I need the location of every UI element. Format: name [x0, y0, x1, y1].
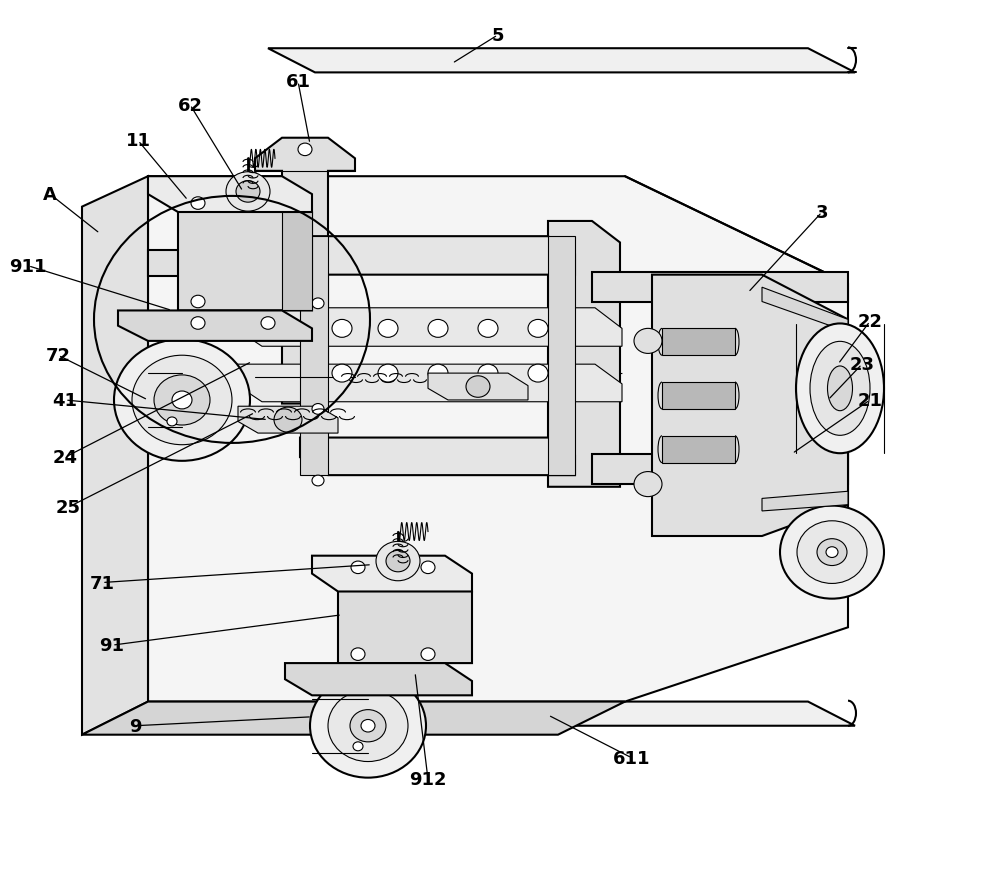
Polygon shape — [300, 438, 575, 476]
Text: 611: 611 — [613, 749, 651, 767]
Ellipse shape — [828, 367, 852, 411]
Circle shape — [312, 299, 324, 309]
Circle shape — [353, 742, 363, 751]
Circle shape — [154, 375, 210, 426]
Polygon shape — [235, 308, 622, 347]
Text: 21: 21 — [858, 392, 883, 409]
Circle shape — [378, 320, 398, 338]
Text: 23: 23 — [850, 356, 874, 374]
Circle shape — [478, 365, 498, 383]
Circle shape — [351, 648, 365, 661]
Text: 72: 72 — [46, 347, 70, 365]
Text: 5: 5 — [492, 27, 504, 45]
Text: 62: 62 — [178, 97, 202, 114]
Circle shape — [817, 539, 847, 566]
Text: 71: 71 — [90, 574, 114, 592]
Circle shape — [528, 365, 548, 383]
Text: 911: 911 — [9, 257, 47, 275]
Circle shape — [172, 392, 192, 409]
Text: 25: 25 — [56, 499, 80, 517]
Polygon shape — [652, 275, 848, 536]
Circle shape — [376, 542, 420, 581]
Circle shape — [350, 710, 386, 742]
Polygon shape — [548, 222, 620, 487]
Polygon shape — [338, 572, 472, 663]
Polygon shape — [548, 237, 575, 476]
Circle shape — [236, 181, 260, 203]
Polygon shape — [255, 139, 355, 404]
Polygon shape — [148, 250, 282, 277]
Circle shape — [191, 296, 205, 308]
Text: 22: 22 — [858, 313, 883, 331]
Text: 11: 11 — [126, 132, 150, 150]
Polygon shape — [300, 237, 328, 476]
Circle shape — [351, 561, 365, 574]
Circle shape — [421, 648, 435, 661]
Polygon shape — [662, 329, 735, 356]
Circle shape — [797, 521, 867, 584]
Circle shape — [634, 329, 662, 354]
Text: A: A — [43, 186, 57, 204]
Polygon shape — [235, 365, 622, 402]
Circle shape — [332, 320, 352, 338]
Polygon shape — [238, 407, 338, 434]
Polygon shape — [592, 454, 848, 485]
Circle shape — [310, 674, 426, 778]
Circle shape — [428, 320, 448, 338]
Polygon shape — [312, 556, 472, 592]
Text: 41: 41 — [52, 392, 78, 409]
Circle shape — [114, 340, 250, 461]
Circle shape — [191, 198, 205, 210]
Polygon shape — [428, 374, 528, 401]
Polygon shape — [268, 49, 855, 73]
Polygon shape — [762, 288, 848, 333]
Circle shape — [274, 408, 302, 433]
Text: 912: 912 — [409, 771, 447, 789]
Text: 91: 91 — [100, 637, 124, 654]
Polygon shape — [762, 492, 848, 511]
Circle shape — [167, 417, 177, 426]
Circle shape — [780, 506, 884, 599]
Text: 3: 3 — [816, 204, 828, 222]
Circle shape — [312, 476, 324, 486]
Circle shape — [826, 547, 838, 558]
Polygon shape — [285, 663, 472, 696]
Circle shape — [386, 551, 410, 572]
Circle shape — [361, 720, 375, 732]
Circle shape — [634, 472, 662, 497]
Polygon shape — [82, 702, 625, 735]
Polygon shape — [592, 273, 848, 302]
Circle shape — [298, 144, 312, 156]
Circle shape — [261, 317, 275, 330]
Text: 24: 24 — [52, 449, 78, 467]
Polygon shape — [148, 177, 312, 213]
Circle shape — [528, 320, 548, 338]
Circle shape — [478, 320, 498, 338]
Circle shape — [332, 365, 352, 383]
Polygon shape — [282, 213, 312, 311]
Ellipse shape — [810, 342, 870, 436]
Circle shape — [191, 317, 205, 330]
Polygon shape — [178, 192, 312, 311]
Ellipse shape — [796, 325, 884, 454]
Circle shape — [428, 365, 448, 383]
Circle shape — [226, 173, 270, 212]
Circle shape — [378, 365, 398, 383]
Polygon shape — [118, 311, 312, 342]
Polygon shape — [268, 702, 855, 726]
Circle shape — [466, 376, 490, 398]
Text: 61: 61 — [286, 73, 310, 91]
Circle shape — [328, 690, 408, 762]
Circle shape — [132, 356, 232, 445]
Circle shape — [312, 404, 324, 415]
Text: 9: 9 — [129, 717, 141, 735]
Circle shape — [421, 561, 435, 574]
Polygon shape — [82, 177, 148, 735]
Polygon shape — [148, 177, 848, 702]
Polygon shape — [662, 383, 735, 409]
Polygon shape — [300, 237, 575, 275]
Polygon shape — [662, 436, 735, 463]
